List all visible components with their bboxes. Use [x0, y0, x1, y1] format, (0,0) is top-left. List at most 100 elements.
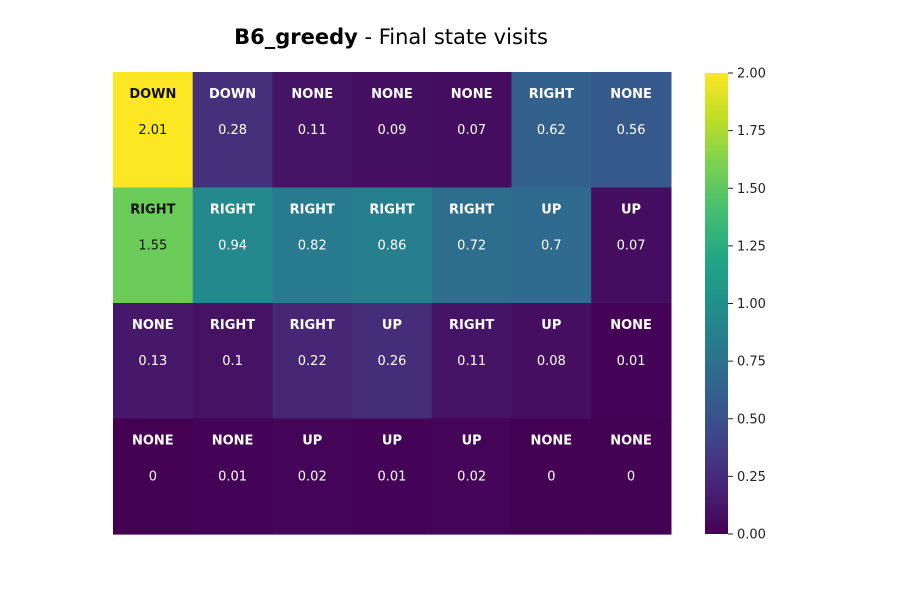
cell-action-label: UP	[462, 434, 482, 449]
heatmap-cell	[192, 187, 273, 304]
cell-value-label: 0.1	[222, 354, 243, 369]
cell-action-label: UP	[382, 318, 402, 333]
heatmap-cell	[352, 303, 433, 420]
heatmap-cell	[352, 187, 433, 304]
colorbar-tick-label: 1.25	[737, 239, 766, 254]
heatmap-cell	[272, 303, 353, 420]
heatmap-cell	[591, 418, 672, 535]
colorbar-tick-label: 0.00	[737, 528, 766, 543]
heatmap-cell	[591, 187, 672, 304]
cell-action-label: DOWN	[129, 87, 176, 102]
cell-value-label: 0.56	[617, 123, 646, 138]
cell-action-label: RIGHT	[449, 203, 494, 218]
colorbar-tick-label: 1.00	[737, 297, 766, 312]
colorbar-gradient	[705, 73, 728, 534]
cell-action-label: RIGHT	[290, 318, 335, 333]
heatmap-cell	[113, 72, 194, 189]
cell-value-label: 0.28	[218, 123, 247, 138]
heatmap-cell	[113, 187, 194, 304]
cell-value-label: 0.7	[541, 239, 562, 254]
heatmap-cell	[511, 303, 592, 420]
cell-value-label: 0.09	[377, 123, 406, 138]
cell-value-label: 0.22	[298, 354, 327, 369]
colorbar-tick-label: 0.75	[737, 355, 766, 370]
cell-action-label: NONE	[610, 87, 652, 102]
cell-value-label: 0.86	[377, 239, 406, 254]
colorbar-tick-label: 2.00	[737, 67, 766, 82]
heatmap-cell	[272, 72, 353, 189]
cell-action-label: RIGHT	[369, 203, 414, 218]
cell-action-label: RIGHT	[210, 318, 255, 333]
cell-value-label: 0.62	[537, 123, 566, 138]
heatmap-cell	[272, 187, 353, 304]
cell-action-label: DOWN	[209, 87, 256, 102]
colorbar-tick-label: 1.50	[737, 182, 766, 197]
cell-value-label: 0.07	[457, 123, 486, 138]
cell-action-label: RIGHT	[210, 203, 255, 218]
cell-action-label: NONE	[530, 434, 572, 449]
colorbar-tick-label: 1.75	[737, 124, 766, 139]
heatmap-cell	[113, 418, 194, 535]
cell-action-label: RIGHT	[449, 318, 494, 333]
cell-action-label: UP	[541, 318, 561, 333]
heatmap-cell	[511, 418, 592, 535]
heatmap-cell	[192, 72, 273, 189]
heatmap-cell	[511, 72, 592, 189]
cell-action-label: NONE	[371, 87, 413, 102]
heatmap-cell	[591, 303, 672, 420]
cell-value-label: 0.01	[218, 470, 247, 485]
cell-action-label: NONE	[132, 318, 174, 333]
heatmap-cell	[352, 72, 433, 189]
heatmap-cell	[511, 187, 592, 304]
cell-value-label: 0	[627, 470, 635, 485]
cell-value-label: 1.55	[138, 239, 167, 254]
cell-value-label: 2.01	[138, 123, 167, 138]
cell-value-label: 0	[547, 470, 555, 485]
cell-action-label: NONE	[610, 434, 652, 449]
cell-value-label: 0.94	[218, 239, 247, 254]
cell-value-label: 0.01	[377, 470, 406, 485]
cell-action-label: NONE	[451, 87, 493, 102]
cell-action-label: RIGHT	[529, 87, 574, 102]
cell-action-label: RIGHT	[290, 203, 335, 218]
cell-action-label: UP	[382, 434, 402, 449]
cell-value-label: 0.26	[377, 354, 406, 369]
heatmap-cell	[113, 303, 194, 420]
cell-action-label: RIGHT	[130, 203, 175, 218]
cell-value-label: 0.08	[537, 354, 566, 369]
cell-value-label: 0.11	[298, 123, 327, 138]
cell-value-label: 0.07	[617, 239, 646, 254]
cell-action-label: NONE	[132, 434, 174, 449]
cell-value-label: 0.72	[457, 239, 486, 254]
cell-action-label: NONE	[610, 318, 652, 333]
heatmap-cell	[431, 187, 513, 304]
heatmap-cell	[352, 418, 433, 535]
cell-value-label: 0	[149, 470, 157, 485]
chart-title-bold: B6_greedy	[234, 25, 358, 49]
cell-value-label: 0.01	[617, 354, 646, 369]
cell-value-label: 0.02	[298, 470, 327, 485]
heatmap-cell	[272, 418, 353, 535]
chart-title: B6_greedy - Final state visits	[234, 25, 548, 49]
heatmap-cell	[192, 303, 273, 420]
heatmap-cell	[591, 72, 672, 189]
cell-value-label: 0.13	[138, 354, 167, 369]
colorbar-tick-label: 0.50	[737, 412, 766, 427]
cell-value-label: 0.02	[457, 470, 486, 485]
cell-action-label: UP	[621, 203, 641, 218]
heatmap-cell	[431, 418, 513, 535]
colorbar-tick-label: 0.25	[737, 470, 766, 485]
heatmap-cell	[431, 303, 513, 420]
cell-action-label: NONE	[291, 87, 333, 102]
cell-value-label: 0.82	[298, 239, 327, 254]
heatmap-cell	[431, 72, 513, 189]
cell-action-label: NONE	[212, 434, 254, 449]
cell-action-label: UP	[302, 434, 322, 449]
cell-action-label: UP	[541, 203, 561, 218]
cell-value-label: 0.11	[457, 354, 486, 369]
heatmap-cell	[192, 418, 273, 535]
chart-title-rest: - Final state visits	[358, 25, 548, 49]
heatmap-cells: DOWN 2.01 DOWN 0.28 NONE 0.11 NONE 0.09 NONE 0.07…	[113, 72, 672, 535]
colorbar: 0.00 0.25 0.50 0.75 1.00 1.25 1.50 1.75 2.00	[705, 67, 766, 543]
